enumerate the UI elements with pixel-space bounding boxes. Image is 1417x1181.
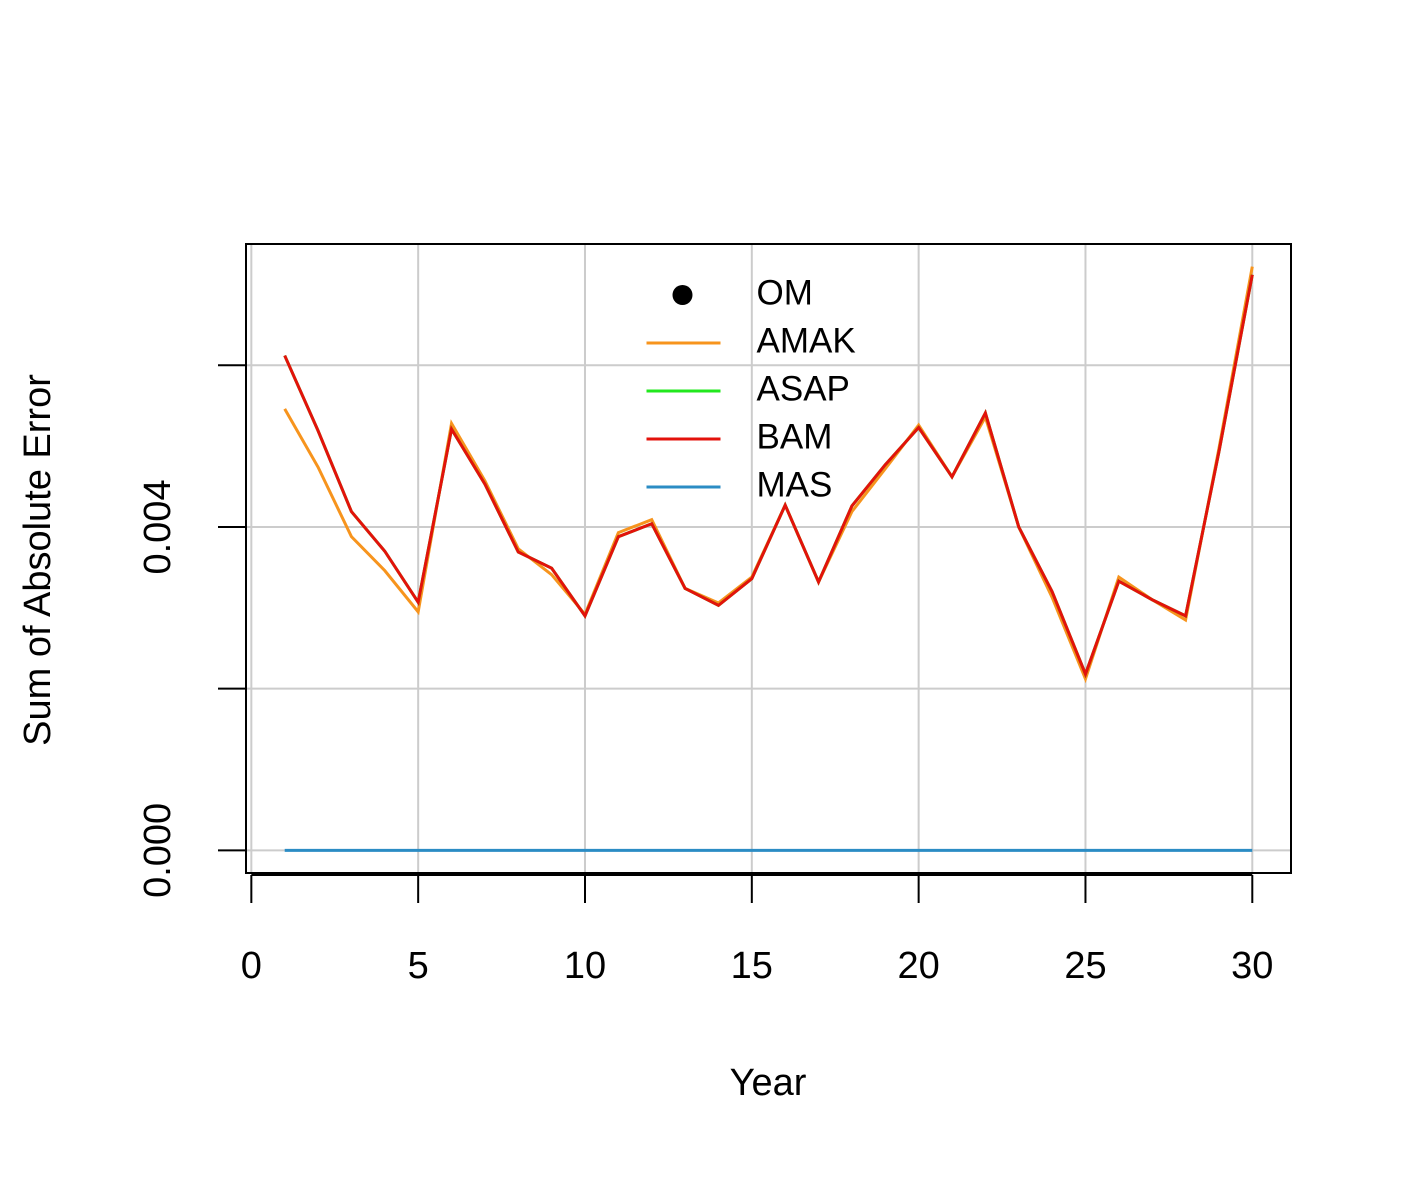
y-axis-label: Sum of Absolute Error [17, 374, 59, 746]
x-tick-label: 20 [898, 945, 940, 987]
legend-label: BAM [757, 417, 833, 456]
x-tick-label: 30 [1231, 945, 1273, 987]
series-line [283, 274, 1254, 679]
plot-frame [245, 243, 1292, 874]
x-tick-label: 0 [241, 945, 262, 987]
x-tick-label: 15 [731, 945, 773, 987]
legend-label: ASAP [757, 369, 850, 408]
legend-marker [672, 285, 693, 305]
x-axis-label: Year [730, 1062, 807, 1104]
legend-label: AMAK [757, 321, 856, 360]
x-tick-label: 25 [1064, 945, 1106, 987]
y-tick-label: 0.000 [137, 803, 179, 898]
y-tick-label: 0.004 [137, 479, 179, 574]
legend-label: OM [757, 273, 813, 312]
legend-label: MAS [757, 465, 833, 504]
x-tick-label: 5 [408, 945, 429, 987]
x-tick-label: 10 [564, 945, 606, 987]
